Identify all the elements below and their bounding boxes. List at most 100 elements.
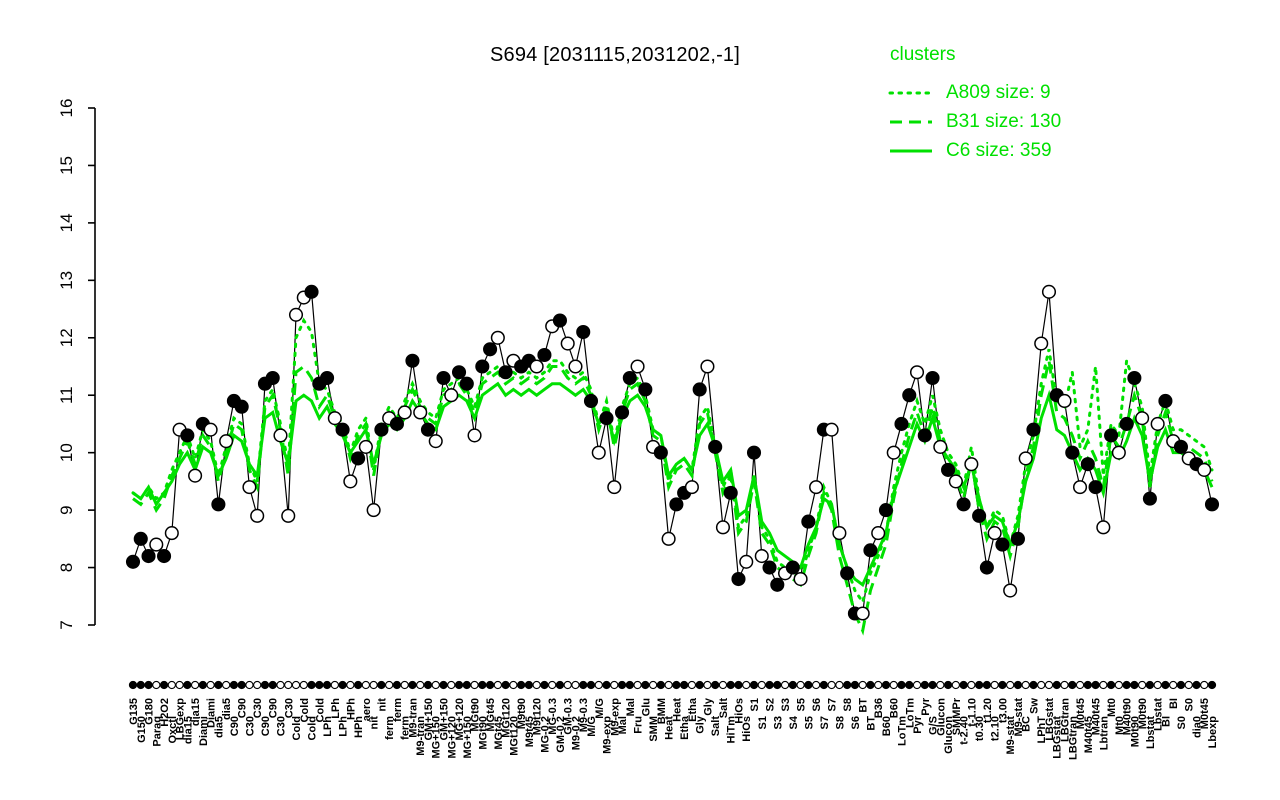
- data-point: [832, 526, 847, 541]
- data-point: [1010, 531, 1025, 546]
- x-tick-label: Salt: [710, 716, 722, 737]
- tick-circle: [773, 680, 782, 690]
- x-tick-label: S2: [765, 698, 777, 711]
- x-tick-label: S5: [803, 716, 815, 729]
- tick-circle: [190, 680, 200, 690]
- data-point: [840, 566, 855, 581]
- x-tick-label: Lbstat: [1153, 698, 1165, 731]
- x-tick-label: Mal: [625, 698, 637, 716]
- tick-circle: [338, 680, 347, 690]
- x-tick-label: C30: [275, 716, 287, 736]
- data-point: [1197, 462, 1212, 477]
- x-tick-label: G/S: [928, 716, 940, 735]
- x-tick-label: C90: [237, 698, 249, 718]
- tick-circle: [1099, 680, 1108, 690]
- x-tick-label: HPh: [353, 716, 365, 738]
- tick-circle: [1114, 680, 1123, 690]
- data-point: [599, 411, 614, 426]
- x-tick-label: Mt0: [1114, 716, 1126, 735]
- data-point: [653, 445, 668, 460]
- data-point: [723, 485, 738, 500]
- tick-circle: [1068, 680, 1077, 690]
- y-tick-label: 8: [57, 563, 76, 572]
- tick-circle: [796, 680, 805, 690]
- data-point: [180, 428, 195, 443]
- x-tick-label: Oxctl: [167, 716, 179, 744]
- x-tick-label: C30: [252, 698, 264, 718]
- x-tick-label: Cold: [314, 698, 326, 722]
- data-point: [1088, 480, 1103, 495]
- tick-circle: [998, 680, 1007, 690]
- tick-circle: [377, 680, 386, 690]
- data-point: [1080, 457, 1095, 472]
- y-axis: 7 8 9 10 11 12 13 14 15 16: [57, 99, 96, 630]
- tick-circle: [509, 680, 518, 690]
- tick-circle: [571, 680, 580, 690]
- x-tick-label: S1: [757, 716, 769, 729]
- x-tick-label: MG-0.2: [539, 716, 551, 753]
- data-point: [917, 428, 932, 443]
- data-point: [475, 359, 490, 374]
- x-tick-label: Cold: [291, 716, 303, 740]
- data-point: [1158, 393, 1173, 409]
- data-point: [490, 330, 505, 345]
- legend-title: clusters: [890, 44, 956, 65]
- x-tick-label: GM-0.3: [563, 698, 575, 735]
- x-tick-label: S8: [834, 716, 846, 729]
- x-tick-label: nit: [369, 716, 381, 730]
- x-tick-label: Lbexp: [1207, 716, 1219, 749]
- data-point: [638, 382, 653, 397]
- x-tick-label: MGt45: [493, 716, 505, 750]
- x-tick-label: Heat: [664, 716, 676, 740]
- tick-circle: [1169, 680, 1178, 690]
- x-tick-label: MGt120: [501, 698, 513, 738]
- data-point: [436, 370, 451, 386]
- data-point: [498, 365, 513, 380]
- x-tick-label: H2O2: [159, 698, 171, 727]
- tick-circle: [757, 680, 766, 690]
- tick-circle: [579, 680, 588, 690]
- data-point: [219, 434, 234, 449]
- tick-circle: [780, 680, 790, 690]
- x-tick-label: BMM: [656, 698, 668, 724]
- data-point: [941, 462, 956, 477]
- tick-circle: [361, 680, 371, 690]
- x-tick-label: Cold: [307, 716, 319, 740]
- x-tick-label: M9-stat: [1005, 716, 1017, 755]
- legend-entry-c6: C6 size: 359: [888, 136, 1061, 165]
- x-tick-label: Gly: [702, 697, 714, 716]
- data-point: [746, 445, 762, 460]
- data-point: [886, 445, 901, 460]
- tick-circle: [641, 680, 650, 690]
- tick-circle: [322, 680, 332, 690]
- y-tick-label: 16: [57, 99, 76, 118]
- tick-circle: [1075, 680, 1085, 690]
- tick-circle: [253, 680, 262, 690]
- x-tick-label: S6: [811, 698, 823, 711]
- x-tick-label: SMM: [648, 716, 660, 742]
- data-point: [708, 439, 723, 454]
- data-point: [1072, 480, 1088, 495]
- data-point: [731, 571, 746, 587]
- x-tick-label: MGt90: [470, 698, 482, 732]
- x-tick-label: M9t45: [524, 716, 536, 747]
- x-tick-label: MGt90: [477, 716, 489, 750]
- tick-circle: [749, 680, 759, 690]
- x-tick-label: B60: [881, 716, 893, 736]
- data-point: [420, 422, 436, 437]
- cluster-lines: [131, 317, 1214, 636]
- tick-circle: [672, 680, 681, 690]
- data-point: [273, 428, 288, 443]
- data-point: [560, 336, 575, 351]
- x-tick-label: GM-0.2: [555, 716, 567, 753]
- legend-entry-label: C6 size: 359: [946, 139, 1052, 161]
- tick-circle: [346, 680, 355, 690]
- data-point: [1142, 491, 1157, 506]
- data-point: [669, 497, 684, 512]
- y-tick-label: 7: [57, 620, 76, 629]
- tick-circle: [245, 680, 254, 690]
- x-tick-label: M40t45: [1091, 698, 1103, 735]
- x-tick-label: LPhT: [1036, 716, 1048, 744]
- x-tick-label: M0t90: [1137, 698, 1149, 729]
- tick-circle: [524, 680, 534, 690]
